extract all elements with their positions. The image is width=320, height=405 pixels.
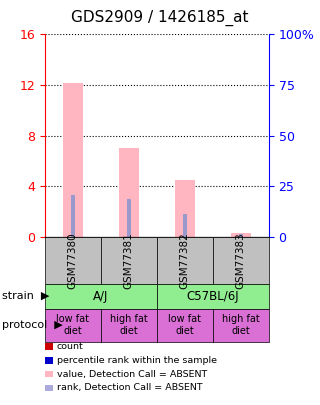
Bar (119, 148, 139, 237)
Bar (183, 214, 187, 237)
Text: high fat
diet: high fat diet (222, 314, 260, 336)
Text: GSM77380: GSM77380 (68, 232, 78, 288)
Text: strain  ▶: strain ▶ (2, 291, 49, 301)
Text: low fat
diet: low fat diet (168, 314, 201, 336)
Bar (71, 195, 75, 237)
Text: GSM77382: GSM77382 (180, 232, 190, 289)
Bar (63, 83, 83, 237)
Text: high fat
diet: high fat diet (110, 314, 148, 336)
Text: rank, Detection Call = ABSENT: rank, Detection Call = ABSENT (57, 384, 202, 392)
Text: count: count (57, 342, 84, 351)
Text: low fat
diet: low fat diet (56, 314, 89, 336)
Text: GDS2909 / 1426185_at: GDS2909 / 1426185_at (71, 10, 249, 26)
Text: GSM77381: GSM77381 (124, 232, 134, 289)
Text: C57BL/6J: C57BL/6J (187, 290, 239, 303)
Text: A/J: A/J (93, 290, 108, 303)
Bar (127, 199, 131, 237)
Bar (231, 233, 251, 237)
Bar (239, 234, 243, 237)
Text: GSM77383: GSM77383 (236, 232, 246, 289)
Text: protocol  ▶: protocol ▶ (2, 320, 62, 330)
Text: percentile rank within the sample: percentile rank within the sample (57, 356, 217, 365)
Text: value, Detection Call = ABSENT: value, Detection Call = ABSENT (57, 370, 207, 379)
Bar (175, 180, 195, 237)
